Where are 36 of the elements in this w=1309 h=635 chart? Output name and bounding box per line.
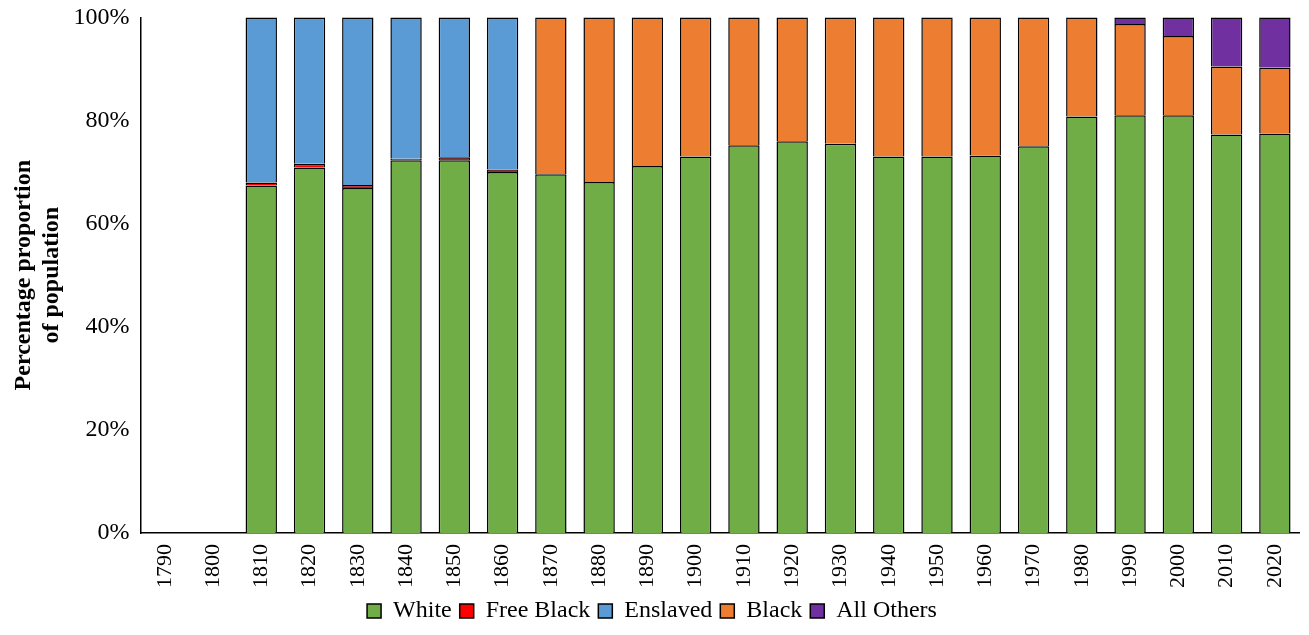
x-tick-label: 1860 (488, 544, 514, 588)
x-tick-label: 1810 (247, 544, 273, 588)
legend-label: Enslaved (624, 596, 713, 623)
x-tick-label: 1850 (440, 544, 466, 588)
x-tick-label: 1920 (777, 544, 803, 588)
x-tick-label: 1990 (1115, 544, 1141, 588)
x-tick-label: 1800 (198, 544, 224, 588)
x-tick-label: 1840 (391, 544, 417, 588)
y-tick-label: 80% (85, 105, 130, 132)
x-tick-label: 1830 (343, 544, 369, 588)
x-tick-label: 1870 (536, 544, 562, 588)
x-tick-label: 1930 (826, 544, 852, 588)
x-tick-label: 2020 (1260, 544, 1286, 588)
y-tick-label: 40% (85, 312, 130, 339)
y-axis-title: Percentage proportion of population (8, 160, 64, 391)
x-tick-label: 1880 (584, 544, 610, 588)
x-tick-label: 1940 (874, 544, 900, 588)
x-tick-label: 1910 (729, 544, 755, 588)
y-tick-label: 20% (85, 415, 130, 442)
x-tick-label: 1900 (681, 544, 707, 588)
legend-label: Free Black (485, 596, 591, 623)
x-tick-label: 1970 (1019, 544, 1045, 588)
legend-label: Black (746, 596, 803, 623)
x-tick-label: 1950 (922, 544, 948, 588)
x-tick-label: 1820 (295, 544, 321, 588)
x-tick-label: 2000 (1164, 544, 1190, 588)
y-tick-label: 0% (97, 518, 130, 545)
x-tick-label: 1890 (633, 544, 659, 588)
x-tick-label: 2010 (1212, 544, 1238, 588)
y-tick-label: 100% (73, 2, 130, 29)
x-tick-label: 1790 (150, 544, 176, 588)
x-tick-label: 1980 (1067, 544, 1093, 588)
y-tick-label: 60% (85, 208, 130, 235)
legend-label: All Others (836, 596, 937, 623)
legend-label: White (393, 596, 452, 623)
x-tick-label: 1960 (971, 544, 997, 588)
